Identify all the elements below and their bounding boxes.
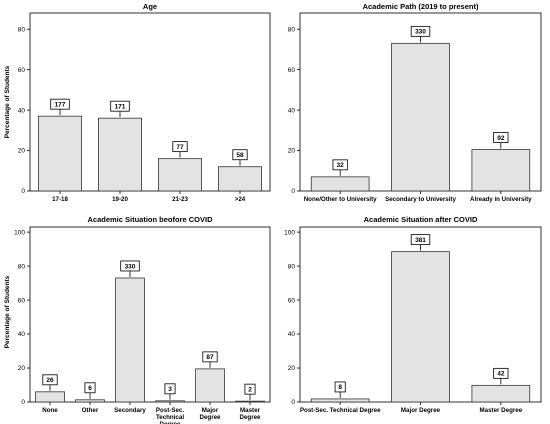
y-tick-label: 20 — [18, 148, 26, 155]
bar — [217, 166, 262, 192]
chart-panel-2: Academic Path (2019 to present) 0 20 40 60 80… — [288, 2, 542, 203]
x-tick-label: None/Other to University — [304, 196, 377, 203]
y-tick-label: 100 — [284, 229, 295, 236]
bar — [310, 176, 370, 192]
y-axis-label: Percentage of Students — [4, 275, 11, 348]
x-tick-label: Major Degree — [200, 407, 222, 421]
bar — [75, 399, 105, 403]
x-tick-label: Already in University — [470, 196, 532, 203]
y-tick-label: 40 — [288, 331, 296, 338]
bar — [195, 368, 225, 403]
y-tick-label: 20 — [18, 365, 26, 372]
y-tick-label: 60 — [18, 67, 26, 74]
chart-title: Academic Situation beofore COVID — [87, 215, 213, 224]
data-label: 92 — [497, 135, 505, 142]
x-tick-label: Secondary to University — [385, 196, 456, 203]
data-label: 8 — [338, 384, 342, 391]
y-tick-label: 60 — [288, 297, 296, 304]
x-tick-label: Major Degree — [401, 407, 441, 414]
data-label: 381 — [415, 237, 426, 244]
bar — [391, 42, 450, 192]
data-label: 77 — [176, 144, 184, 151]
y-tick-label: 20 — [288, 148, 296, 155]
y-tick-label: 0 — [291, 399, 295, 406]
y-tick-label: 60 — [18, 297, 26, 304]
chart-panel-3: Academic Situation beofore COVID 0 20 40 60 8… — [4, 215, 271, 424]
x-tick-label: Master Degree — [240, 407, 262, 421]
data-label: 26 — [46, 377, 54, 384]
x-tick-label: 19-20 — [112, 196, 128, 203]
data-label: 42 — [497, 371, 505, 378]
chart-title: Academic Path (2019 to present) — [363, 2, 479, 11]
x-tick-label: >24 — [235, 196, 246, 203]
bar — [235, 400, 265, 403]
chart-title: Academic Situation after COVID — [364, 215, 478, 224]
y-tick-label: 80 — [288, 263, 296, 270]
data-label: 330 — [415, 29, 426, 36]
data-label: 2 — [248, 386, 252, 393]
y-axis-label: Percentage of Students — [4, 65, 11, 138]
plot-frame — [29, 226, 271, 403]
y-tick-label: 40 — [18, 107, 26, 114]
bar — [35, 391, 65, 403]
bar — [310, 398, 370, 403]
x-tick-label: Other — [82, 407, 99, 414]
y-tick-label: 0 — [291, 188, 295, 195]
bar — [391, 251, 450, 403]
y-tick-label: 0 — [21, 399, 25, 406]
x-tick-label: None — [42, 407, 58, 414]
y-tick-label: 100 — [14, 229, 25, 236]
data-label: 177 — [55, 101, 66, 108]
y-tick-label: 0 — [21, 188, 25, 195]
data-label: 6 — [88, 385, 92, 392]
data-label: 32 — [337, 162, 345, 169]
x-tick-label: 21-23 — [172, 196, 188, 203]
data-label: 3 — [168, 386, 172, 393]
y-tick-label: 60 — [288, 67, 296, 74]
bar — [38, 115, 83, 192]
y-tick-label: 40 — [288, 107, 296, 114]
bar — [157, 158, 202, 192]
data-label: 330 — [125, 263, 136, 270]
y-tick-label: 40 — [18, 331, 26, 338]
plot-frame — [29, 12, 271, 192]
bar — [98, 117, 143, 192]
x-tick-label: Master Degree — [480, 407, 523, 414]
bar — [155, 400, 185, 403]
y-tick-label: 20 — [288, 365, 296, 372]
chart-panel-1: Age 0 20 40 60 80 Percentage of Students 17-18 1… — [4, 2, 271, 203]
y-tick-label: 80 — [288, 26, 296, 33]
x-tick-label: Secondary — [114, 407, 146, 414]
x-tick-label: 17-18 — [52, 196, 68, 203]
data-label: 58 — [236, 152, 244, 159]
chart-title: Age — [143, 2, 157, 11]
bar — [471, 149, 531, 192]
data-label: 171 — [115, 103, 126, 110]
x-tick-label: Post-Sec. Technical Degree — [300, 407, 381, 414]
bar — [471, 384, 531, 403]
chart-panel-4: Academic Situation after COVID 0 20 40 60 80 1… — [284, 215, 542, 414]
data-label: 87 — [206, 354, 214, 361]
y-tick-label: 80 — [18, 263, 26, 270]
y-tick-label: 80 — [18, 26, 26, 33]
bar — [115, 277, 145, 403]
